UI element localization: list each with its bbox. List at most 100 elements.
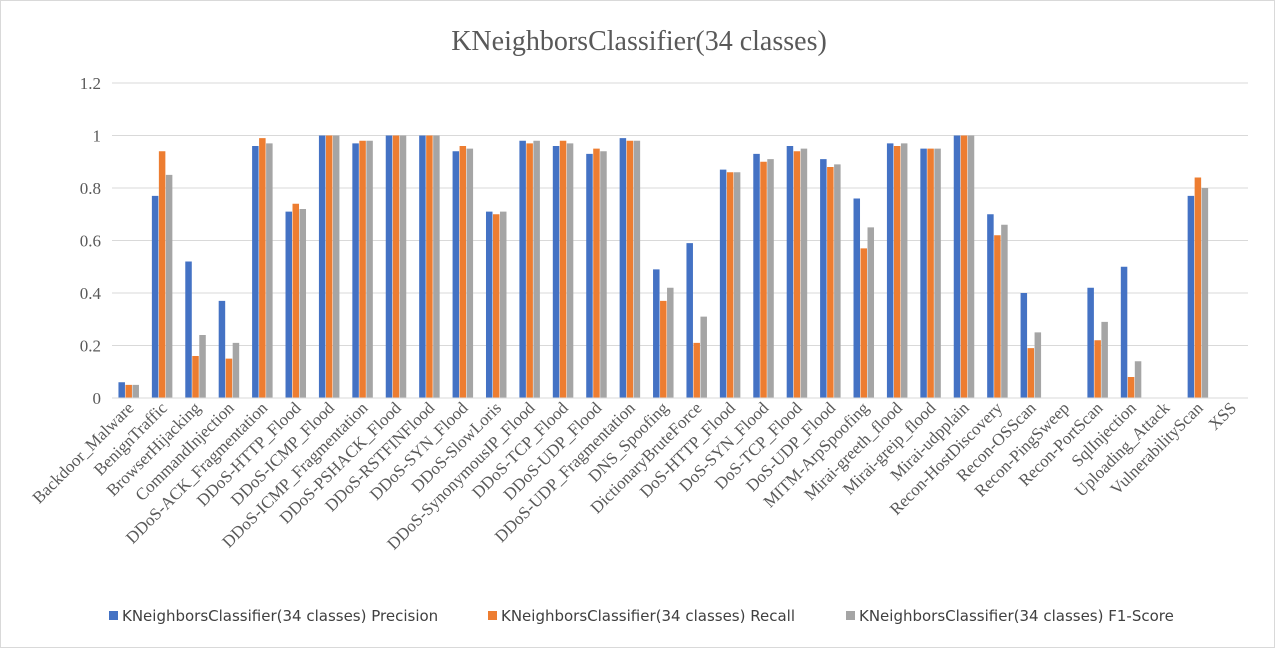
bar-precision xyxy=(920,148,927,398)
bar-recall xyxy=(960,135,968,398)
bar-precision xyxy=(1120,266,1128,398)
bar-recall xyxy=(192,356,199,398)
bar-precision xyxy=(151,195,159,398)
bar-precision xyxy=(185,261,192,398)
bar-precision xyxy=(519,140,526,398)
legend-swatch xyxy=(488,611,497,620)
bar-precision xyxy=(886,143,894,398)
y-axis-ticks: 0 0.2 0.4 0.6 0.8 1 1.2 xyxy=(80,74,102,408)
chart-title: KNeighborsClassifier(34 classes) xyxy=(451,26,827,57)
bar-f1-score xyxy=(1101,321,1108,398)
bar-f1-score xyxy=(967,135,975,398)
bar-precision xyxy=(1087,287,1094,398)
bar-f1-score xyxy=(1134,361,1142,398)
bar-recall xyxy=(626,140,634,398)
bar-f1-score xyxy=(332,135,340,398)
bar-recall xyxy=(593,148,600,398)
bar-f1-score xyxy=(299,209,307,398)
bar-f1-score xyxy=(1001,224,1008,398)
y-tick-label: 0.2 xyxy=(80,337,101,356)
y-tick-label: 0.4 xyxy=(80,284,102,303)
bar-precision xyxy=(987,214,994,398)
bar-recall xyxy=(1194,177,1202,398)
bar-f1-score xyxy=(1201,188,1209,398)
bar-f1-score xyxy=(733,172,741,398)
bar-precision xyxy=(820,159,827,398)
bar-recall xyxy=(459,146,467,398)
bar-precision xyxy=(719,169,727,398)
bar-f1-score xyxy=(834,164,841,398)
bar-recall xyxy=(325,135,333,398)
bar-precision xyxy=(552,146,560,398)
x-category-label: XSS xyxy=(1205,398,1240,433)
bar-recall xyxy=(893,146,901,398)
y-tick-label: 0.6 xyxy=(80,232,101,251)
bar-f1-score xyxy=(499,211,507,398)
bar-recall xyxy=(359,140,366,398)
bar-f1-score xyxy=(566,143,574,398)
bar-f1-score xyxy=(867,227,875,398)
bar-recall xyxy=(492,214,500,398)
bar-precision xyxy=(619,138,627,398)
bar-recall xyxy=(225,358,233,398)
bar-recall xyxy=(426,135,433,398)
bar-precision xyxy=(653,269,660,398)
legend-swatch xyxy=(109,611,118,620)
bar-recall xyxy=(392,135,400,398)
bar-f1-score xyxy=(266,143,273,398)
bar-f1-score xyxy=(934,148,941,398)
bar-precision xyxy=(252,146,259,398)
bar-precision xyxy=(385,135,393,398)
bar-recall xyxy=(994,235,1001,398)
bar-precision xyxy=(1187,195,1195,398)
bar-recall xyxy=(726,172,734,398)
gridlines xyxy=(112,82,1248,346)
bar-recall xyxy=(1127,377,1135,398)
bar-precision xyxy=(586,153,593,398)
legend: KNeighborsClassifier(34 classes) Precisi… xyxy=(109,607,1174,625)
bar-precision xyxy=(318,135,326,398)
bar-recall xyxy=(660,300,667,398)
bar-f1-score xyxy=(399,135,407,398)
legend-label: KNeighborsClassifier(34 classes) Recall xyxy=(501,607,795,625)
bar-recall xyxy=(760,161,767,398)
y-tick-label: 1 xyxy=(93,127,102,146)
bar-precision xyxy=(786,146,794,398)
legend-label: KNeighborsClassifier(34 classes) F1-Scor… xyxy=(859,607,1174,625)
bar-precision xyxy=(1020,293,1028,398)
bar-precision xyxy=(485,211,493,398)
bar-f1-score xyxy=(667,287,674,398)
bar-f1-score xyxy=(132,384,139,398)
bar-recall xyxy=(559,140,567,398)
bar-f1-score xyxy=(633,140,641,398)
bar-f1-score xyxy=(1034,332,1042,398)
bar-precision xyxy=(686,243,693,398)
bar-recall xyxy=(158,151,166,398)
bar-recall xyxy=(125,384,132,398)
bar-recall xyxy=(927,148,934,398)
bar-precision xyxy=(953,135,961,398)
bar-f1-score xyxy=(433,135,440,398)
bar-f1-score xyxy=(767,159,774,398)
bar-recall xyxy=(693,342,700,398)
bar-precision xyxy=(285,211,293,398)
bar-precision xyxy=(218,300,226,398)
bar-recall xyxy=(793,151,801,398)
bar-f1-score xyxy=(600,151,607,398)
bar-recall xyxy=(827,167,834,398)
bar-f1-score xyxy=(800,148,808,398)
y-tick-label: 0.8 xyxy=(80,179,101,198)
bar-f1-score xyxy=(900,143,908,398)
bar-f1-score xyxy=(165,174,173,398)
bar-recall xyxy=(292,203,300,398)
y-tick-label: 0 xyxy=(93,389,102,408)
bar-recall xyxy=(526,143,533,398)
bar-f1-score xyxy=(199,335,206,398)
x-axis-category-labels: Backdoor_MalwareBenignTrafficBrowserHija… xyxy=(29,398,1240,553)
bar-recall xyxy=(1094,340,1101,398)
bar-precision xyxy=(452,151,460,398)
bars xyxy=(118,135,1209,398)
bar-f1-score xyxy=(700,316,707,398)
